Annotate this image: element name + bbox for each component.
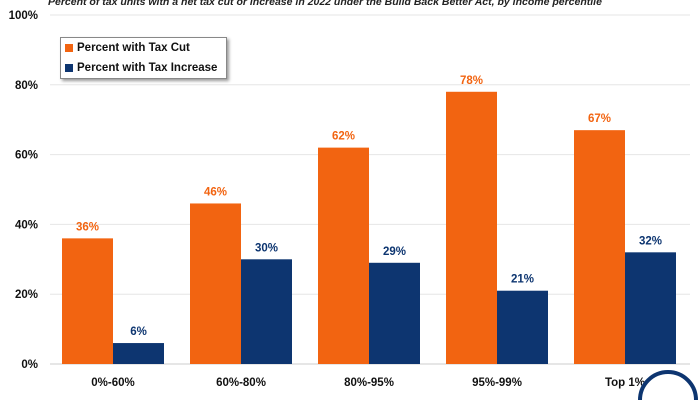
legend-label: Percent with Tax Cut <box>77 42 190 54</box>
x-tick-label: 0%-60% <box>91 377 134 389</box>
data-label: 29% <box>383 246 406 258</box>
chart-subtitle: Percent of tax units with a net tax cut … <box>48 0 602 8</box>
legend-swatch <box>65 64 73 72</box>
legend: Percent with Tax Cut Percent with Tax In… <box>60 37 227 79</box>
x-tick-label: 95%-99% <box>472 377 522 389</box>
y-tick-label: 40% <box>15 219 38 231</box>
x-tick-label: 80%-95% <box>344 377 394 389</box>
bar-tax-increase <box>113 343 164 364</box>
data-label: 30% <box>255 242 278 254</box>
data-label: 67% <box>588 113 611 125</box>
bar-tax-cut <box>190 203 241 364</box>
bar-tax-increase <box>497 290 548 364</box>
data-label: 78% <box>460 75 483 87</box>
legend-item-tax-cut: Percent with Tax Cut <box>61 38 226 58</box>
bar-tax-cut <box>446 91 497 364</box>
x-tick-label: Top 1% <box>605 377 645 389</box>
bar-tax-increase <box>625 252 676 364</box>
data-label: 36% <box>76 221 99 233</box>
legend-label: Percent with Tax Increase <box>77 62 218 74</box>
data-label: 62% <box>332 131 355 143</box>
bar-tax-cut <box>318 147 369 364</box>
y-tick-label: 20% <box>15 289 38 301</box>
y-tick-label: 80% <box>15 80 38 92</box>
bar-tax-cut <box>62 238 113 364</box>
bar-tax-increase <box>369 262 420 364</box>
x-tick-label: 60%-80% <box>216 377 266 389</box>
data-label: 46% <box>204 186 227 198</box>
y-tick-label: 60% <box>15 150 38 162</box>
y-tick-label: 0% <box>21 359 38 371</box>
legend-item-tax-increase: Percent with Tax Increase <box>61 58 226 78</box>
logo <box>638 370 698 400</box>
data-label: 6% <box>130 326 147 338</box>
y-tick-label: 100% <box>9 10 38 22</box>
data-label: 21% <box>511 274 534 286</box>
bar-tax-cut <box>574 130 625 364</box>
data-label: 32% <box>639 235 662 247</box>
bar-tax-increase <box>241 259 292 364</box>
legend-swatch <box>65 44 73 52</box>
